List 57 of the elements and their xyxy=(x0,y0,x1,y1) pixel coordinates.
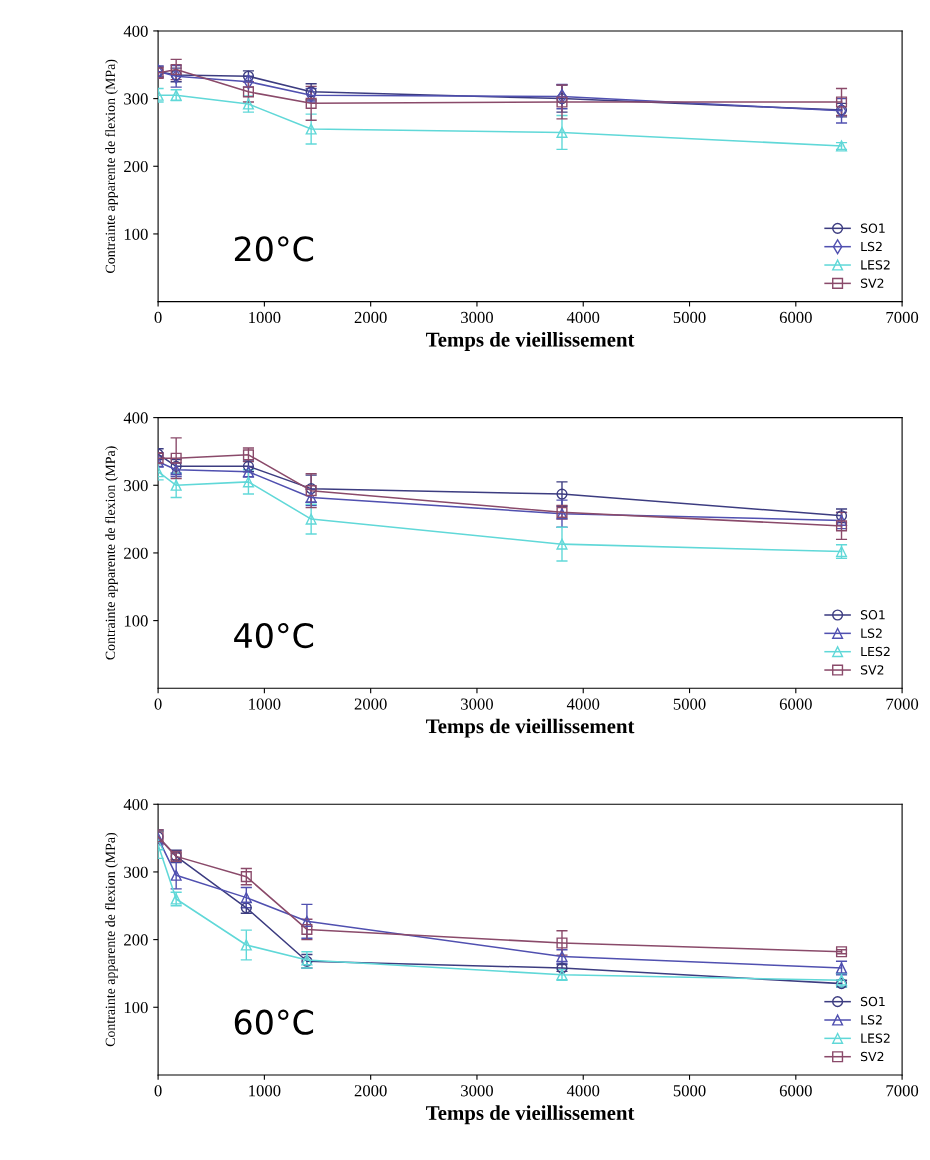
y-tick-label: 100 xyxy=(124,228,148,240)
y-axis-title: Contrainte apparente de flexion (MPa) xyxy=(105,446,118,660)
legend-label: SV2 xyxy=(860,1051,884,1062)
x-tick-label: 1000 xyxy=(249,311,281,324)
x-tick-label: 7000 xyxy=(886,311,919,324)
x-axis-title: Temps de vieillissement xyxy=(426,1105,635,1125)
legend-label: LES2 xyxy=(861,646,890,657)
annotation: 60°C xyxy=(234,1009,314,1035)
x-tick-label: 7000 xyxy=(886,1085,919,1097)
y-tick-label: 400 xyxy=(123,798,148,811)
legend-label: SV2 xyxy=(860,278,884,288)
x-axis-title: Temps de vieillissement xyxy=(426,331,635,351)
x-tick-label: 3000 xyxy=(461,1085,493,1097)
annotation: 40°C xyxy=(234,622,314,649)
y-tick-label: 200 xyxy=(124,934,148,946)
x-tick-label: 4000 xyxy=(566,698,600,710)
x-tick-label: 1000 xyxy=(249,1085,281,1097)
x-tick-label: 0 xyxy=(154,311,162,324)
y-axis-title: Contrainte apparente de flexion (MPa) xyxy=(105,833,118,1047)
x-tick-label: 0 xyxy=(154,1085,162,1097)
annotation: 20°C xyxy=(234,236,314,262)
x-tick-label: 6000 xyxy=(779,311,812,324)
x-tick-label: 3000 xyxy=(461,311,493,324)
legend-label: SO1 xyxy=(860,223,885,233)
x-tick-label: 5000 xyxy=(673,311,706,324)
legend-label: LS2 xyxy=(861,1015,882,1025)
x-tick-label: 5000 xyxy=(673,1085,706,1097)
legend-label: SO1 xyxy=(860,996,885,1007)
x-tick-label: 0 xyxy=(154,698,162,710)
x-tick-label: 5000 xyxy=(673,698,706,710)
x-tick-label: 2000 xyxy=(354,698,387,710)
y-tick-label: 400 xyxy=(123,412,148,424)
x-tick-label: 7000 xyxy=(886,698,919,710)
x-tick-label: 6000 xyxy=(779,1085,812,1097)
x-tick-label: 1000 xyxy=(249,698,281,710)
legend-label: LS2 xyxy=(861,628,882,638)
x-tick-label: 4000 xyxy=(566,311,600,324)
legend-label: SV2 xyxy=(860,665,884,675)
y-axis-title: Contrainte apparente de flexion (MPa) xyxy=(105,59,118,273)
x-tick-label: 6000 xyxy=(779,698,812,710)
legend-label: SO1 xyxy=(860,610,885,620)
x-tick-label: 2000 xyxy=(354,1085,387,1097)
x-axis-title: Temps de vieillissement xyxy=(426,718,635,738)
y-tick-label: 100 xyxy=(124,615,148,627)
x-tick-label: 2000 xyxy=(354,311,387,324)
legend-label: LES2 xyxy=(861,260,890,270)
y-tick-label: 200 xyxy=(124,160,148,173)
x-tick-label: 4000 xyxy=(566,1085,600,1097)
legend-label: LES2 xyxy=(861,1033,890,1043)
y-tick-label: 300 xyxy=(124,479,148,492)
y-tick-label: 100 xyxy=(124,1001,148,1014)
y-tick-label: 200 xyxy=(124,547,148,559)
legend-label: LS2 xyxy=(861,241,882,252)
y-tick-label: 300 xyxy=(124,93,148,105)
y-tick-label: 300 xyxy=(124,866,148,878)
x-tick-label: 3000 xyxy=(461,698,493,710)
y-tick-label: 400 xyxy=(123,25,148,37)
